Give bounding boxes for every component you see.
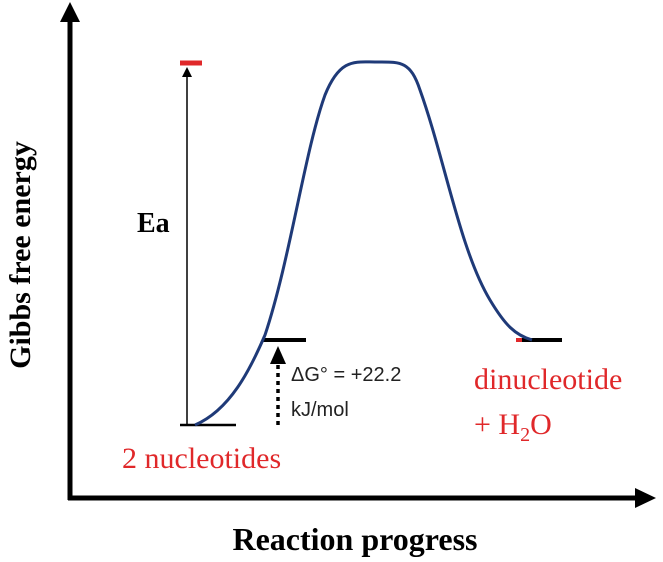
reactant-label: 2 nucleotides xyxy=(122,442,281,475)
y-axis-label: Gibbs free energy xyxy=(4,141,37,369)
energy-curve xyxy=(194,60,533,427)
water-part: + H xyxy=(474,408,520,441)
ea-label: Ea xyxy=(137,208,170,239)
delta-g-label: ΔG° = +22.2 xyxy=(291,364,401,386)
product-water: + H2O xyxy=(474,408,552,446)
water-part: O xyxy=(530,408,552,441)
delta-g-arrowhead xyxy=(270,346,286,364)
y-arrowhead xyxy=(60,2,80,22)
x-axis-label: Reaction progress xyxy=(232,521,477,557)
water-subscript: 2 xyxy=(520,424,530,446)
x-arrowhead xyxy=(635,488,656,508)
product-label: dinucleotide xyxy=(474,363,622,396)
delta-g-unit: kJ/mol xyxy=(291,399,349,421)
